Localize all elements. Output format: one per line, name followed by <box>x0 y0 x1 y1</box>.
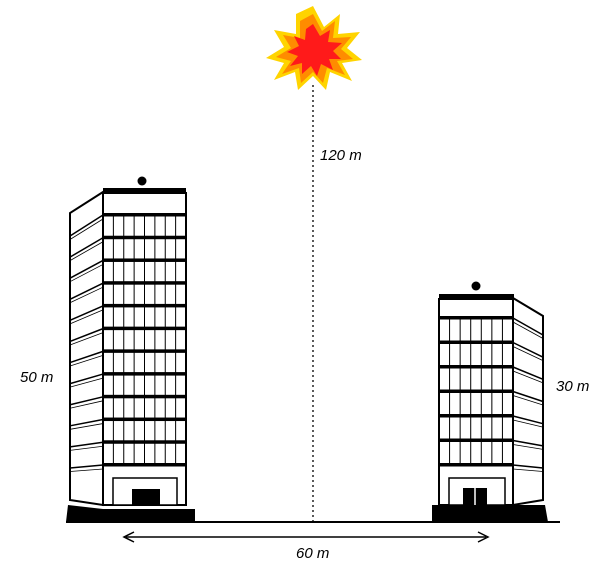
side-floor-line <box>512 390 544 403</box>
side-floor-line <box>69 309 104 325</box>
side-floor-line <box>512 321 544 339</box>
side-floor-line <box>69 445 104 451</box>
side-floor-line <box>69 305 104 322</box>
left-building-base <box>66 505 195 522</box>
side-floor-line <box>512 317 544 336</box>
side-floor-line <box>512 366 544 381</box>
side-floor-line <box>512 468 544 472</box>
side-floor-line <box>512 395 544 406</box>
distance-label: 60 m <box>296 545 330 562</box>
side-floor-line <box>512 419 544 428</box>
right-building-front <box>438 298 514 506</box>
side-floor-line <box>69 377 104 388</box>
left-building-height-label: 50 m <box>20 369 54 386</box>
side-floor-line <box>69 350 104 364</box>
side-floor-line <box>512 439 544 447</box>
floor-band <box>439 340 513 344</box>
left-building-door <box>132 489 160 505</box>
right-building-roof <box>439 294 514 300</box>
floor-band <box>439 389 513 393</box>
side-floor-line <box>512 464 544 469</box>
side-floor-line <box>69 468 104 472</box>
side-floor-line <box>69 237 104 258</box>
explosion-inner <box>287 24 342 76</box>
left-building-rooftop-dot <box>137 176 147 186</box>
right-building-floors <box>439 316 544 472</box>
side-floor-line <box>69 264 104 283</box>
explosion-height-label: 120 m <box>320 147 362 164</box>
left-building-side <box>69 190 104 507</box>
side-floor-line <box>69 396 104 406</box>
side-floor-line <box>69 327 104 343</box>
left-building-floors <box>69 213 186 472</box>
side-floor-line <box>69 373 104 385</box>
side-floor-line <box>512 341 544 358</box>
side-floor-line <box>69 418 104 427</box>
floor-band <box>439 438 513 442</box>
side-floor-line <box>69 332 104 346</box>
right-building-height-label: 30 m <box>556 378 590 395</box>
floor-band <box>439 365 513 369</box>
explosion-icon <box>266 6 362 90</box>
floor-band <box>103 213 186 217</box>
side-floor-line <box>512 370 544 384</box>
side-floor-line <box>69 354 104 367</box>
side-floor-line <box>69 241 104 261</box>
right-building <box>432 281 548 522</box>
side-floor-line <box>512 346 544 362</box>
side-floor-line <box>69 282 104 300</box>
side-floor-line <box>512 444 544 450</box>
floor-band <box>439 316 513 320</box>
side-floor-line <box>69 218 104 240</box>
distance-arrow <box>122 531 490 543</box>
side-floor-line <box>512 415 544 425</box>
right-building-base <box>432 505 548 522</box>
side-floor-line <box>69 259 104 279</box>
left-building <box>66 176 195 522</box>
side-floor-line <box>69 214 104 237</box>
side-floor-line <box>69 286 104 304</box>
side-floor-line <box>69 423 104 430</box>
side-floor-line <box>69 441 104 448</box>
side-floor-line <box>69 400 104 409</box>
side-floor-line <box>69 464 104 469</box>
floor-band <box>439 463 513 467</box>
right-building-side <box>512 296 544 507</box>
floor-band <box>439 414 513 418</box>
left-building-roof <box>103 188 186 194</box>
right-building-rooftop-dot <box>471 281 481 291</box>
